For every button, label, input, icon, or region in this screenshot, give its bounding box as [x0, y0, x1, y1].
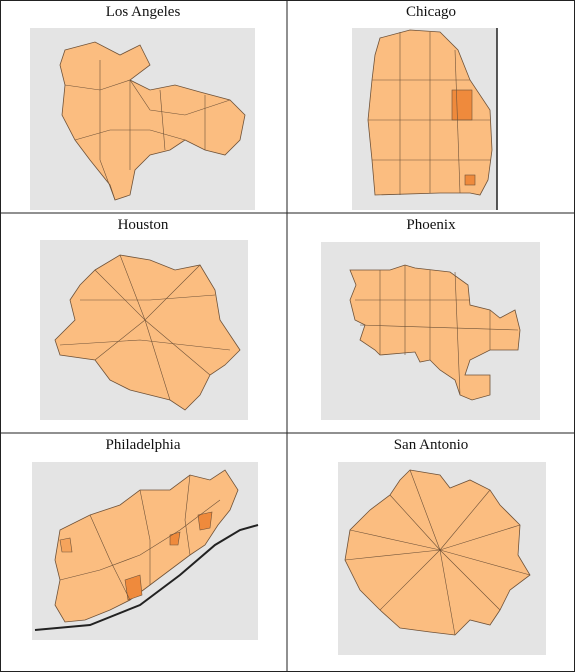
- map-title: Los Angeles: [106, 4, 181, 20]
- map-title: Houston: [118, 217, 169, 233]
- map-title: Phoenix: [406, 217, 456, 233]
- map-title: Philadelphia: [106, 437, 181, 453]
- map: [32, 462, 259, 640]
- map: [352, 28, 498, 210]
- map: [40, 240, 248, 420]
- map: [30, 28, 255, 210]
- map: [321, 242, 540, 420]
- map-title: San Antonio: [394, 437, 469, 453]
- map: [338, 462, 546, 655]
- map-title: Chicago: [406, 4, 456, 20]
